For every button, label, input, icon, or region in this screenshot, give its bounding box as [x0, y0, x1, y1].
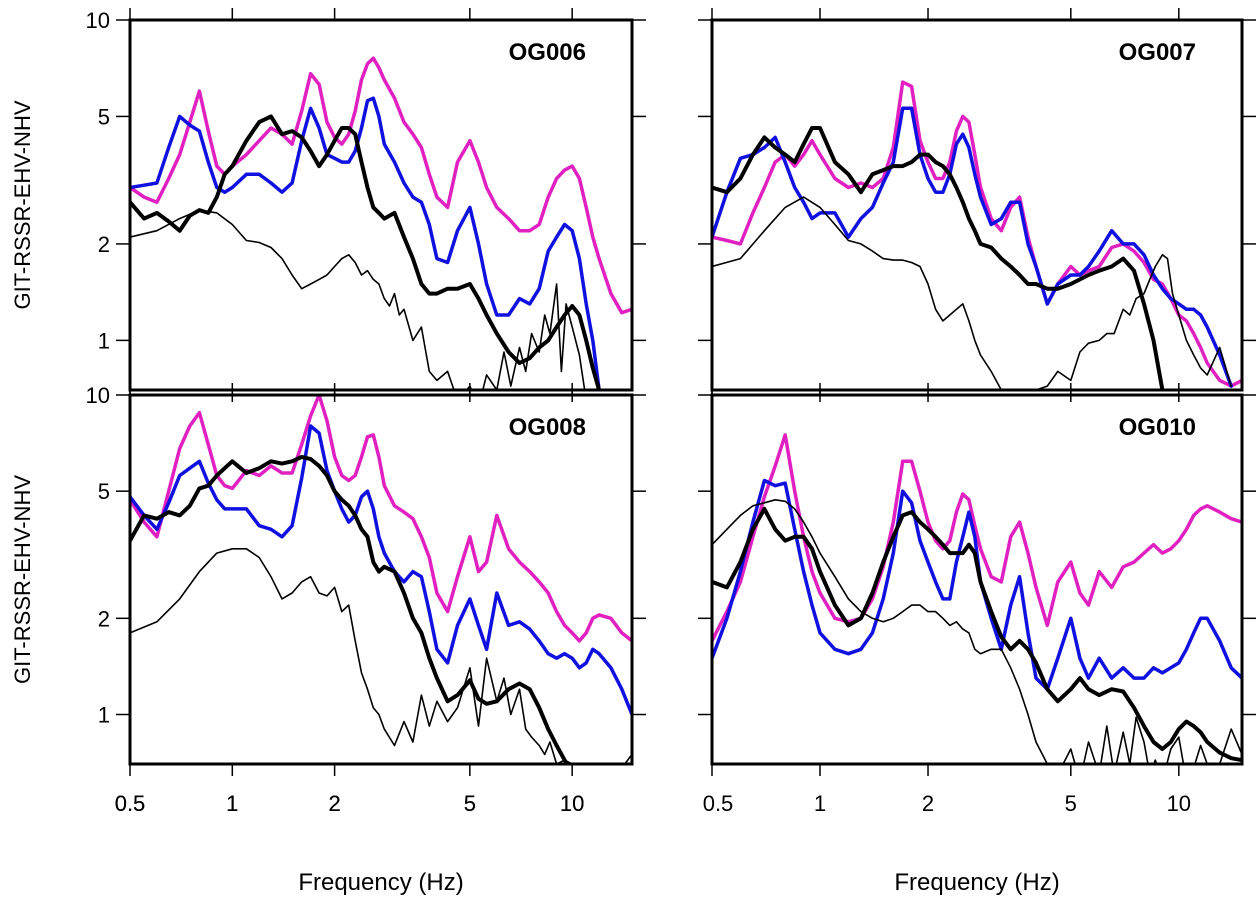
panel-title: OG007 — [1119, 39, 1196, 66]
x-tick-label: 1 — [226, 791, 238, 816]
series-line-4 — [130, 548, 632, 764]
series-line-2 — [130, 424, 632, 717]
x-tick-label: 10 — [560, 791, 584, 816]
series-line-2 — [712, 106, 1233, 388]
x-tick-label: 5 — [464, 791, 476, 816]
y-tick-label: 2 — [98, 606, 110, 631]
x-tick-label: 2 — [328, 791, 340, 816]
series-line-2 — [130, 96, 601, 390]
x-tick-label: 2 — [922, 791, 934, 816]
series-group — [712, 433, 1242, 764]
x-tick-label: 2 — [328, 791, 340, 816]
series-line-1 — [130, 56, 632, 315]
x-axis-label: Frequency (Hz) — [298, 869, 463, 896]
panel-title: OG010 — [1119, 414, 1196, 441]
x-tick-label: 0.5 — [115, 791, 146, 816]
series-line-4 — [130, 209, 586, 390]
x-tick-label: 1 — [814, 791, 826, 816]
x-axis-label: Frequency (Hz) — [894, 869, 1059, 896]
y-tick-label: 1 — [98, 703, 110, 728]
y-tick-label: 5 — [98, 104, 110, 129]
x-tick-label: 5 — [1065, 791, 1077, 816]
x-tick-label: 0.5 — [703, 791, 734, 816]
series-line-3 — [712, 126, 1165, 390]
series-line-3 — [130, 114, 602, 390]
series-group — [712, 80, 1242, 390]
series-line-3 — [712, 506, 1242, 763]
series-line-2 — [712, 478, 1242, 691]
series-line-4 — [712, 499, 1242, 764]
panel-og006: 1 2 5 10 0.5 1 2 5 10 GIT-RSSR-EHV-NHV OG006 — [10, 8, 646, 816]
panel-og008: 1 2 5 10 0.5 1 2 5 10 GIT-RSSR-EHV-NHV Frequency (… — [10, 383, 646, 896]
series-line-1 — [712, 433, 1242, 643]
x-tick-label: 10 — [1167, 791, 1191, 816]
series-line-4 — [712, 196, 1232, 390]
x-tick-label: 1 — [226, 791, 238, 816]
x-tick-label: 10 — [560, 791, 584, 816]
plot-frame — [128, 393, 634, 766]
plot-frame — [128, 18, 634, 392]
y-axis-label: GIT-RSSR-EHV-NHV — [10, 100, 35, 309]
panel-title: OG006 — [509, 39, 586, 66]
x-tick-label: 5 — [464, 791, 476, 816]
series-group — [130, 56, 632, 390]
y-tick-label: 10 — [86, 383, 110, 408]
panel-og007: OG007 — [698, 8, 1256, 402]
plot-frame — [710, 393, 1244, 766]
plot-frame — [710, 18, 1244, 392]
panel-title: OG008 — [509, 414, 586, 441]
x-tick-label: 0.5 — [115, 791, 146, 816]
series-line-1 — [130, 395, 632, 643]
panel-og010: 0.5 1 2 5 10 Frequency (Hz) OG010 — [698, 383, 1256, 896]
y-tick-label: 5 — [98, 479, 110, 504]
y-tick-label: 1 — [98, 328, 110, 353]
y-tick-label: 2 — [98, 232, 110, 257]
y-tick-label: 10 — [86, 8, 110, 33]
y-axis-label: GIT-RSSR-EHV-NHV — [10, 475, 35, 684]
series-group — [130, 395, 632, 764]
